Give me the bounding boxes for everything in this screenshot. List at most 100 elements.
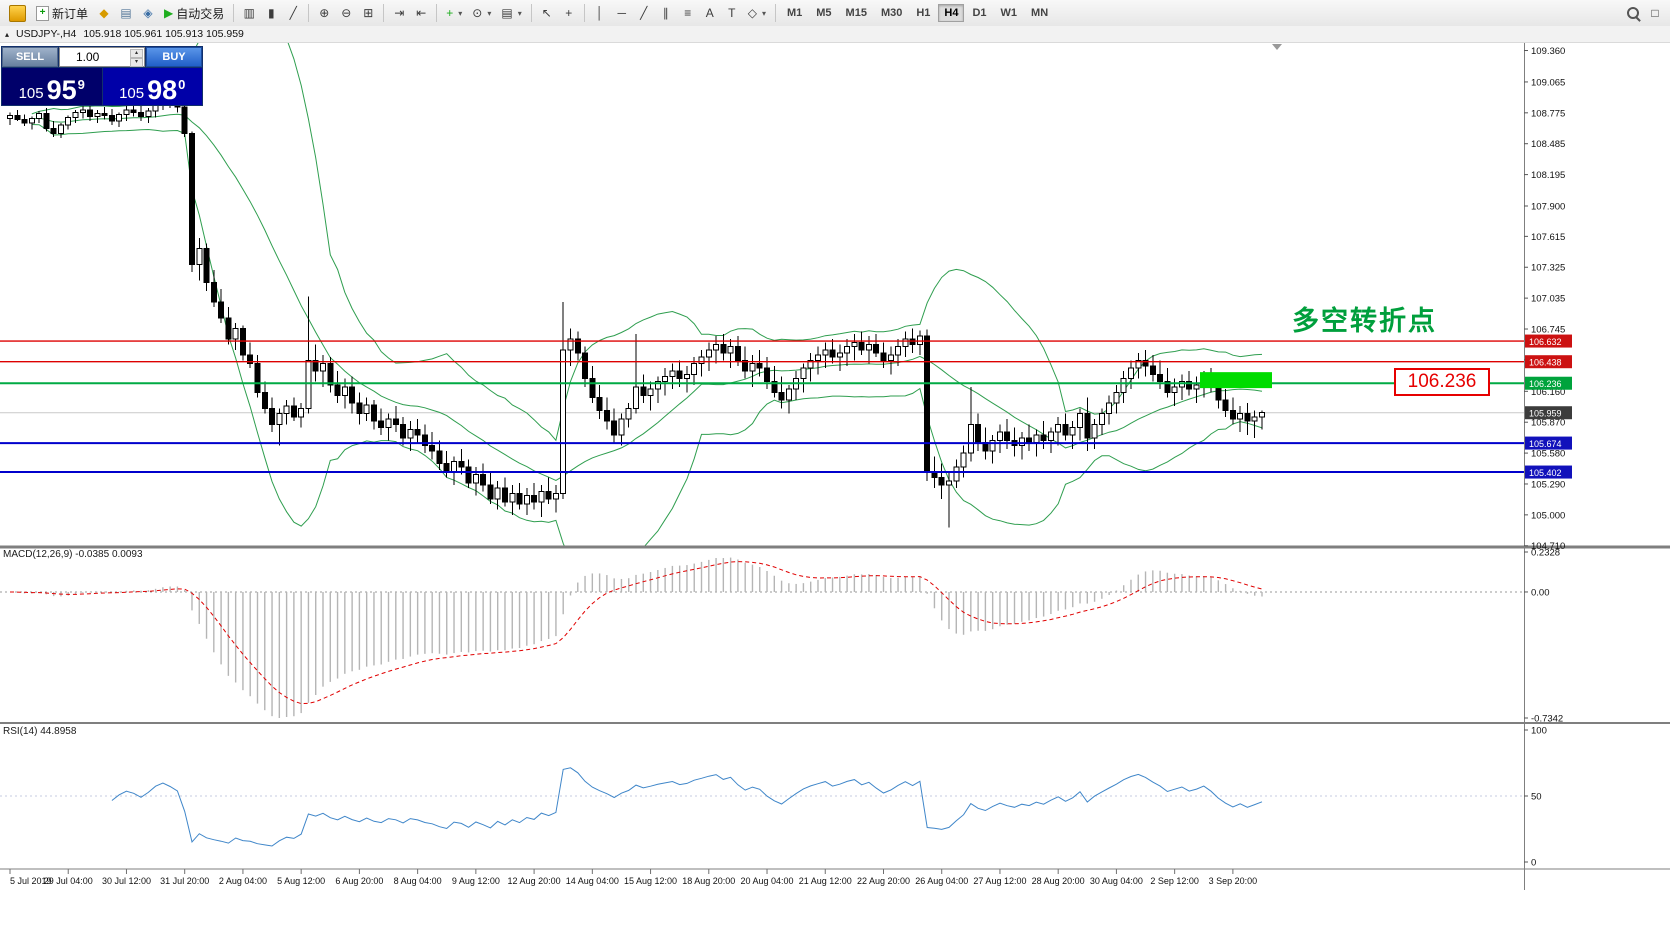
svg-text:30 Jul 12:00: 30 Jul 12:00 (102, 876, 151, 886)
new-order-button[interactable]: + 新订单 (32, 3, 92, 23)
tile-windows-icon: ⊞ (363, 6, 374, 20)
market-watch-icon: ◆ (99, 6, 109, 20)
svg-text:108.195: 108.195 (1531, 170, 1565, 181)
terminal-app-icon[interactable] (5, 3, 30, 23)
svg-text:28 Aug 20:00: 28 Aug 20:00 (1032, 876, 1085, 886)
templates-button-dropdown[interactable]: ▾ (517, 8, 522, 18)
new-order-button-icon: + (36, 5, 49, 21)
shapes-icon-dropdown[interactable]: ▾ (761, 8, 766, 18)
toolbar-separator (436, 4, 438, 22)
cursor-icon[interactable]: ↖ (537, 3, 557, 23)
candlestick-chart-icon[interactable]: ▮ (261, 3, 281, 23)
text-icon[interactable]: A (700, 3, 720, 23)
navigator-icon[interactable]: ◈ (138, 3, 158, 23)
zoom-out-icon[interactable]: ⊖ (336, 3, 356, 23)
volume-field[interactable]: 1.00 ▴ ▾ (59, 47, 145, 67)
templates-button[interactable]: ▤ ▾ (497, 3, 525, 23)
chart-shift-marker[interactable] (1272, 44, 1282, 50)
vertical-line-icon[interactable]: │ (590, 3, 610, 23)
price-callout-label[interactable]: 106.236 (1394, 368, 1490, 396)
svg-text:31 Jul 20:00: 31 Jul 20:00 (160, 876, 209, 886)
svg-text:0.2328: 0.2328 (1531, 548, 1560, 559)
bar-chart-icon: ▥ (243, 6, 255, 20)
timeframe-h1-button[interactable]: H1 (910, 4, 936, 22)
auto-scroll-icon: ⇥ (394, 6, 405, 20)
indicators-button[interactable]: + ▾ (442, 3, 466, 23)
svg-text:108.775: 108.775 (1531, 108, 1565, 119)
periods-button: ⊙ (472, 6, 483, 20)
zoom-in-icon[interactable]: ⊕ (314, 3, 334, 23)
auto-scroll-icon[interactable]: ⇥ (389, 3, 409, 23)
svg-text:30 Aug 04:00: 30 Aug 04:00 (1090, 876, 1143, 886)
shapes-icon[interactable]: ◇ ▾ (744, 3, 770, 23)
svg-text:107.325: 107.325 (1531, 263, 1565, 274)
indicators-button: + (446, 6, 454, 20)
crosshair-icon: + (565, 6, 573, 20)
bar-chart-icon[interactable]: ▥ (239, 3, 259, 23)
svg-text:106.160: 106.160 (1531, 387, 1565, 398)
autotrading-button[interactable]: ▶ 自动交易 (160, 3, 228, 23)
crosshair-icon[interactable]: + (559, 3, 579, 23)
timeframe-d1-button[interactable]: D1 (966, 4, 992, 22)
svg-text:105.402: 105.402 (1529, 468, 1562, 478)
line-chart-icon[interactable]: ╱ (283, 3, 303, 23)
data-window-icon[interactable]: ▤ (116, 3, 136, 23)
chart-window-icon[interactable]: □ (1645, 3, 1665, 23)
main-plot[interactable] (0, 0, 1524, 571)
sell-price-button[interactable]: 105 95 9 (2, 68, 102, 105)
sell-price-big: 105 (18, 84, 44, 102)
buy-price-button[interactable]: 105 98 0 (102, 68, 202, 106)
rsi-panel: 100 50 0 (0, 726, 1547, 869)
tile-windows-icon[interactable]: ⊞ (358, 3, 378, 23)
svg-text:6 Aug 20:00: 6 Aug 20:00 (335, 876, 383, 886)
timeframe-m5-button[interactable]: M5 (810, 4, 837, 22)
volume-down-button[interactable]: ▾ (130, 58, 143, 67)
svg-text:109.360: 109.360 (1531, 46, 1565, 57)
highlight-box[interactable] (1200, 372, 1272, 389)
horizontal-levels[interactable] (0, 340, 1524, 474)
turning-point-annotation[interactable]: 多空转折点 (1292, 306, 1437, 336)
svg-text:18 Aug 20:00: 18 Aug 20:00 (682, 876, 735, 886)
buy-button[interactable]: BUY (146, 47, 202, 67)
svg-text:21 Aug 12:00: 21 Aug 12:00 (799, 876, 852, 886)
candlestick-chart-icon: ▮ (267, 6, 275, 20)
search-icon[interactable] (1623, 3, 1643, 23)
timeframe-h4-button[interactable]: H4 (938, 4, 965, 22)
volume-up-button[interactable]: ▴ (130, 49, 143, 58)
timeframe-m30-button[interactable]: M30 (875, 4, 908, 22)
svg-text:29 Jul 04:00: 29 Jul 04:00 (44, 876, 93, 886)
svg-text:-0.7342: -0.7342 (1531, 714, 1563, 725)
search-icon (1627, 7, 1639, 19)
chart-shift-icon[interactable]: ⇤ (411, 3, 431, 23)
timeframe-w1-button[interactable]: W1 (995, 4, 1024, 22)
fibonacci-icon[interactable]: ≡ (678, 3, 698, 23)
periods-button-dropdown[interactable]: ▾ (487, 8, 492, 18)
timeframe-m15-button[interactable]: M15 (840, 4, 873, 22)
channel-icon: ∥ (662, 6, 669, 20)
periods-button[interactable]: ⊙ ▾ (468, 3, 495, 23)
volume-stepper: ▴ ▾ (130, 49, 143, 67)
navigator-icon: ◈ (143, 6, 153, 20)
channel-icon[interactable]: ∥ (656, 3, 676, 23)
toolbar-separator (383, 4, 385, 22)
svg-text:105.000: 105.000 (1531, 510, 1565, 521)
sell-button[interactable]: SELL (2, 47, 58, 67)
text-label-icon[interactable]: T (722, 3, 742, 23)
buy-price-mid: 98 (147, 75, 178, 106)
timeframe-m1-button[interactable]: M1 (781, 4, 808, 22)
svg-text:0.00: 0.00 (1531, 587, 1550, 598)
toolbar-separator (233, 4, 235, 22)
zoom-in-icon: ⊕ (319, 6, 330, 20)
chart-shift-icon: ⇤ (416, 6, 427, 20)
horizontal-line-icon: ─ (617, 6, 626, 20)
trendline-icon[interactable]: ╱ (634, 3, 654, 23)
horizontal-line-icon[interactable]: ─ (612, 3, 632, 23)
fibonacci-icon: ≡ (684, 6, 692, 20)
timeframe-mn-button[interactable]: MN (1025, 4, 1054, 22)
indicators-button-dropdown[interactable]: ▾ (458, 8, 463, 18)
cursor-icon: ↖ (541, 6, 552, 20)
data-window-icon: ▤ (120, 6, 132, 20)
volume-value: 1.00 (76, 50, 100, 64)
market-watch-icon[interactable]: ◆ (94, 3, 114, 23)
